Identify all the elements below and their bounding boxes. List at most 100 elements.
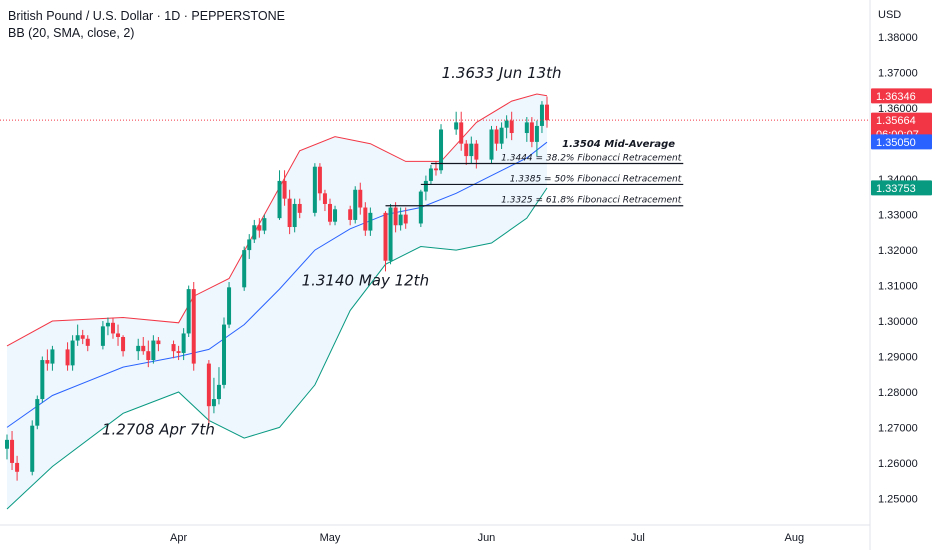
candle — [45, 349, 50, 371]
candle — [322, 189, 327, 212]
candle-body — [15, 462, 20, 472]
candle — [222, 317, 227, 389]
candle — [469, 136, 474, 164]
candle — [428, 164, 433, 185]
candle-body — [211, 399, 216, 407]
candle-body — [358, 189, 363, 208]
candle-body — [141, 345, 146, 352]
candle-body — [65, 349, 70, 366]
candle — [327, 198, 332, 226]
candle-body — [348, 209, 353, 220]
candle-body — [317, 166, 322, 194]
candle — [368, 207, 373, 236]
candle-body — [539, 104, 544, 126]
candle — [156, 336, 161, 352]
candle — [40, 356, 45, 403]
candle-body — [433, 168, 438, 171]
time-tick-label: Jul — [631, 532, 645, 544]
candle-body — [504, 120, 509, 128]
candle-body — [45, 360, 50, 364]
candle — [176, 345, 181, 361]
candle-body — [191, 289, 196, 364]
candle-body — [333, 209, 338, 222]
candle-body — [100, 326, 105, 346]
price-tick-label: 1.28000 — [878, 387, 918, 399]
candle-body — [297, 203, 302, 213]
candle-body — [146, 351, 151, 361]
candle-body — [176, 351, 181, 353]
candle-body — [524, 122, 529, 134]
candle-body — [469, 143, 474, 157]
candle-body — [242, 250, 247, 288]
fib-level-label: 1.3325 = 61.8% Fibonacci Retracement — [501, 196, 682, 206]
symbol-title[interactable]: British Pound / U.S. Dollar · 1D · PEPPE… — [8, 9, 285, 23]
candle-body — [464, 143, 469, 157]
candle-body — [216, 384, 221, 400]
candle — [116, 324, 121, 346]
candle — [262, 214, 267, 235]
candle-body — [121, 336, 126, 352]
bollinger-basis-line — [6, 141, 548, 428]
candle — [398, 207, 403, 231]
candle-body — [10, 439, 15, 463]
candle — [146, 340, 151, 368]
candle-body — [70, 340, 75, 366]
price-tick-label: 1.37000 — [878, 68, 918, 80]
fibonacci-levels: 1.3444 = 38.2% Fibonacci Retracement 1.33… — [385, 154, 684, 207]
bollinger-upper-line — [6, 93, 548, 347]
candle-body — [545, 104, 550, 121]
candle — [186, 285, 191, 337]
candle — [191, 282, 196, 371]
candle — [333, 205, 338, 226]
candle-body — [262, 218, 267, 231]
candle — [312, 163, 317, 217]
candle — [206, 360, 211, 425]
candle-body — [85, 338, 90, 346]
candle — [358, 182, 363, 215]
candle — [181, 328, 186, 361]
candle — [499, 122, 504, 149]
candle-body — [40, 360, 45, 400]
candle — [348, 205, 353, 226]
price-annotation: 1.3504 Mid-Average — [562, 139, 675, 150]
indicator-label[interactable]: BB (20, SMA, close, 2) — [8, 26, 135, 40]
candle — [5, 434, 9, 460]
candle-body — [277, 180, 282, 219]
candle-body — [282, 180, 287, 199]
candle-body — [50, 349, 55, 364]
candle — [524, 117, 529, 142]
candle-body — [423, 180, 428, 192]
candle — [75, 324, 80, 346]
candle — [70, 335, 75, 371]
candle — [353, 186, 358, 224]
candle — [277, 170, 282, 220]
candle — [529, 117, 534, 148]
currency-label[interactable]: USD — [878, 9, 902, 21]
price-badge-background — [871, 134, 932, 150]
candle-body — [388, 207, 393, 261]
candle — [65, 342, 70, 371]
candle-body — [322, 193, 327, 204]
candle — [454, 111, 459, 135]
price-badge-value: 1.35050 — [876, 137, 916, 149]
candle — [151, 335, 156, 364]
candle — [317, 163, 322, 201]
fib-level-label: 1.3385 = 50% Fibonacci Retracement — [510, 174, 682, 184]
candle-body — [428, 168, 433, 181]
candle-body — [489, 129, 494, 160]
candle — [287, 189, 292, 235]
candle — [242, 246, 247, 291]
price-badge-value: 1.35664 — [876, 115, 916, 127]
candle-body — [80, 335, 85, 339]
candle-body — [222, 324, 227, 385]
candle-body — [30, 425, 35, 472]
candle — [105, 317, 110, 336]
candle — [423, 175, 428, 201]
time-axis: Apr May Jun Jul Aug — [170, 532, 804, 544]
price-tick-label: 1.36000 — [878, 103, 918, 115]
candle-body — [151, 340, 156, 361]
time-tick-label: May — [320, 532, 341, 544]
candle — [292, 198, 297, 233]
